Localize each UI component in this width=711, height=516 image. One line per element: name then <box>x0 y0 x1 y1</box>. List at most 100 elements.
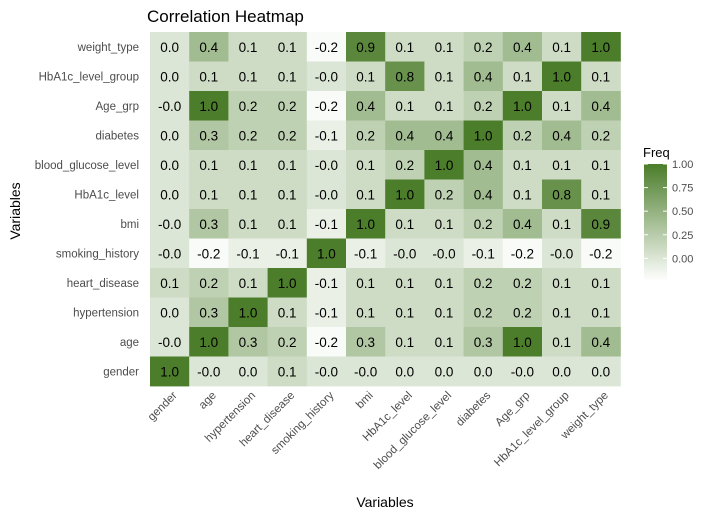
heatmap-cell-hypertension-blood-glucose-level <box>424 297 464 328</box>
cell-value-label: 0.1 <box>356 305 375 320</box>
cell-value-label: 0.1 <box>278 364 297 379</box>
y-axis-tick-labels: weight_type HbA1c_level_group Age_grpdiabe… <box>35 42 139 379</box>
cell-value-label: 0.1 <box>395 335 414 350</box>
cell-value-label: 0.9 <box>591 217 610 232</box>
cell-value-label: 0.1 <box>513 187 532 202</box>
cell-value-label: 0.1 <box>513 69 532 84</box>
heatmap-cell-weight-type-age-grp <box>502 32 543 62</box>
cell-value-label: 1.0 <box>199 335 218 350</box>
cell-value-label: 0.1 <box>239 158 258 173</box>
heatmap-cell-age-grp-age <box>189 91 229 121</box>
cell-value-label: -0.2 <box>197 246 220 261</box>
cell-value-label: 0.2 <box>513 276 532 291</box>
cell-value-label: -0.0 <box>511 364 534 379</box>
cell-value-label: 0.4 <box>513 217 532 232</box>
cell-value-label: 0.1 <box>552 335 571 350</box>
cell-value-label: 0.2 <box>435 187 454 202</box>
x-tick-label-bmi: bmi <box>354 390 376 412</box>
x-tick-label-gender: gender <box>146 390 180 424</box>
cell-value-label: 0.4 <box>356 99 375 114</box>
heatmap-cell-age-grp-heart-disease <box>267 91 308 121</box>
heatmap-cell-weight-type-blood-glucose-level <box>424 32 464 62</box>
heatmap-cell-diabetes-diabetes <box>463 120 504 151</box>
cell-value-label: -0.0 <box>315 158 338 173</box>
heatmap-cell-blood-glucose-level-weight-type <box>581 150 621 180</box>
heatmap-cell-hypertension-hba1c-level <box>385 297 425 328</box>
y-tick-label-hba1c-level-group: HbA1c_level_group <box>39 71 139 83</box>
heatmap-cell-blood-glucose-level-gender <box>150 150 190 180</box>
y-tick-label-gender: gender <box>103 366 139 378</box>
cell-value-label: 0.3 <box>356 335 375 350</box>
cell-value-label: 0.0 <box>160 305 179 320</box>
heatmap-cell-bmi-smoking-history <box>306 209 347 239</box>
cell-value-label: 1.0 <box>513 335 532 350</box>
heatmap-cell-gender-age-grp <box>502 356 543 387</box>
heatmap-cell-hba1c-level-group-smoking-history <box>306 61 347 92</box>
heatmap-cell-hba1c-level-group-weight-type <box>581 61 621 92</box>
cell-value-label: 0.1 <box>591 187 610 202</box>
heatmap-cell-hba1c-level-group-age <box>189 61 229 92</box>
heatmap-cell-weight-type-diabetes <box>463 32 504 62</box>
heatmap-cell-bmi-age <box>189 209 229 239</box>
heatmap-cell-smoking-history-hypertension <box>228 238 268 269</box>
cell-value-label: 0.1 <box>278 187 297 202</box>
heatmap-cell-blood-glucose-level-hba1c-level <box>385 150 425 180</box>
heatmap-cell-heart-disease-diabetes <box>463 268 504 298</box>
cell-value-label: -0.2 <box>315 40 338 55</box>
heatmap-cell-bmi-hba1c-level-group <box>542 209 582 239</box>
cell-value-label: 0.1 <box>239 276 258 291</box>
heatmap-cell-hba1c-level-hypertension <box>228 179 268 210</box>
cell-value-label: 0.1 <box>239 40 258 55</box>
heatmap-cell-bmi-gender <box>150 209 190 239</box>
cell-value-label: 0.2 <box>513 128 532 143</box>
cell-value-label: 0.3 <box>199 305 218 320</box>
cell-value-label: 0.0 <box>395 364 414 379</box>
cell-value-label: 0.1 <box>435 40 454 55</box>
heatmap-cell-bmi-diabetes <box>463 209 504 239</box>
heatmap-cell-age-grp-hypertension <box>228 91 268 121</box>
heatmap-cell-hba1c-level-blood-glucose-level <box>424 179 464 210</box>
cell-value-label: -0.0 <box>315 187 338 202</box>
cell-value-label: -0.0 <box>158 246 181 261</box>
y-tick-label-age: age <box>120 337 139 349</box>
cell-value-label: 0.1 <box>395 40 414 55</box>
heatmap-cell-age-age-grp <box>502 327 543 357</box>
heatmap-cell-age-diabetes <box>463 327 504 357</box>
heatmap-cell-gender-diabetes <box>463 356 504 387</box>
heatmap-cell-diabetes-age-grp <box>502 120 543 151</box>
cell-value-label: 0.3 <box>199 128 218 143</box>
cell-value-label: 0.1 <box>395 276 414 291</box>
heatmap-cell-age-blood-glucose-level <box>424 327 464 357</box>
heatmap-cell-gender-smoking-history <box>306 356 347 387</box>
cell-value-label: 0.1 <box>239 217 258 232</box>
cell-value-label: 0.4 <box>591 335 610 350</box>
heatmap-cell-weight-type-gender <box>150 32 190 62</box>
heatmap-cell-smoking-history-age-grp <box>502 238 543 269</box>
heatmap-cell-bmi-blood-glucose-level <box>424 209 464 239</box>
cell-value-label: -0.0 <box>315 364 338 379</box>
heatmap-cell-smoking-history-smoking-history <box>306 238 347 269</box>
heatmap-cell-bmi-age-grp <box>502 209 543 239</box>
cell-value-label: 0.2 <box>278 128 297 143</box>
x-axis-tick-labels: gender agehypertensionheart_diseasesmokin… <box>146 389 611 471</box>
heatmap-cell-smoking-history-bmi <box>346 238 386 269</box>
color-legend: Freq 1.00 0.75 0.50 0.25 0.00 <box>643 145 693 281</box>
y-tick-label-heart-disease: heart_disease <box>67 278 139 290</box>
cell-value-label: 0.1 <box>435 276 454 291</box>
heatmap-cell-hypertension-gender <box>150 297 190 328</box>
heatmap-cell-hba1c-level-smoking-history <box>306 179 347 210</box>
heatmap-cell-diabetes-weight-type <box>581 120 621 151</box>
heatmap-cell-hba1c-level-group-blood-glucose-level <box>424 61 464 92</box>
heatmap-cell-blood-glucose-level-smoking-history <box>306 150 347 180</box>
y-tick-label-bmi: bmi <box>120 219 139 231</box>
heatmap-cell-heart-disease-age-grp <box>502 268 543 298</box>
heatmap-cell-weight-type-smoking-history <box>306 32 347 62</box>
heatmap-cell-weight-type-age <box>189 32 229 62</box>
cell-value-label: 0.1 <box>552 305 571 320</box>
cell-value-label: 1.0 <box>356 217 375 232</box>
heatmap-cell-diabetes-age <box>189 120 229 151</box>
heatmap-cell-smoking-history-blood-glucose-level <box>424 238 464 269</box>
heatmap-cell-age-grp-weight-type <box>581 91 621 121</box>
heatmap-cell-heart-disease-hba1c-level <box>385 268 425 298</box>
